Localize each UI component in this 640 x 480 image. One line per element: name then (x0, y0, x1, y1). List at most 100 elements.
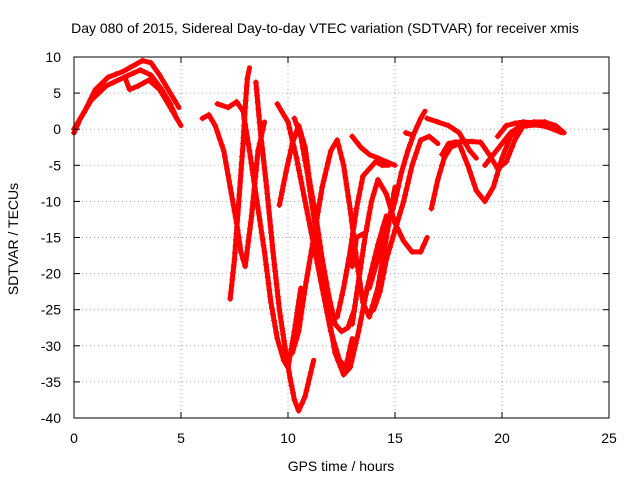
data-point (368, 277, 375, 284)
data-point (382, 262, 389, 269)
data-point (404, 180, 411, 187)
data-point (499, 140, 505, 147)
data-point (490, 184, 497, 190)
data-point (349, 352, 356, 359)
data-point (392, 198, 398, 205)
data-point (301, 151, 308, 158)
data-point (503, 135, 510, 142)
data-point (511, 137, 518, 143)
data-point (279, 189, 285, 195)
data-point (439, 151, 446, 158)
data-point (366, 210, 373, 217)
data-point (126, 86, 133, 93)
data-point (92, 86, 99, 93)
data-point (353, 290, 360, 297)
data-point (402, 192, 408, 199)
data-point (327, 147, 334, 154)
data-point (274, 335, 281, 342)
data-point (351, 346, 358, 353)
data-point (383, 256, 390, 263)
data-point (400, 198, 407, 205)
data-point (273, 281, 280, 287)
data-point (311, 228, 318, 235)
data-point (352, 340, 359, 347)
data-point (261, 248, 268, 255)
data-point (411, 156, 418, 162)
data-point (303, 387, 310, 394)
data-point (459, 147, 466, 154)
data-point (409, 248, 416, 255)
data-point (224, 165, 230, 172)
data-point (120, 68, 127, 75)
data-point (295, 407, 302, 414)
data-point (262, 255, 269, 262)
data-point (239, 147, 246, 154)
data-point (385, 250, 392, 257)
data-point (253, 160, 260, 167)
series-pass-14 (349, 231, 366, 270)
data-point (314, 244, 321, 251)
data-point (285, 119, 291, 125)
data-point (212, 122, 219, 129)
data-point (355, 328, 362, 335)
data-point (279, 325, 286, 332)
y-tick-label: -5 (49, 157, 62, 173)
data-point (342, 174, 349, 181)
data-point (260, 158, 267, 165)
data-point (236, 185, 243, 192)
data-point (284, 162, 291, 169)
data-point (377, 288, 383, 295)
data-point (329, 338, 336, 344)
data-point (275, 300, 282, 307)
data-point (350, 224, 357, 231)
data-point (413, 149, 420, 156)
chart-title: Day 080 of 2015, Sidereal Day-to-day VTE… (71, 20, 579, 36)
data-point (232, 243, 239, 250)
data-point (304, 169, 311, 176)
data-point (306, 181, 313, 188)
data-point (258, 139, 265, 145)
data-point (366, 285, 373, 291)
data-point (254, 154, 261, 161)
data-point (339, 156, 345, 162)
data-point (241, 110, 248, 117)
data-point (156, 72, 163, 79)
data-point (165, 100, 172, 107)
data-point (257, 223, 264, 230)
data-point (345, 193, 352, 200)
data-point (227, 295, 234, 302)
data-point (270, 311, 276, 318)
data-point (327, 326, 334, 332)
data-point (357, 265, 364, 272)
data-point (126, 64, 133, 71)
data-point (209, 117, 215, 124)
data-point (255, 147, 261, 154)
data-point (253, 86, 260, 92)
data-point (504, 140, 511, 147)
data-point (319, 184, 326, 190)
data-point (323, 165, 330, 172)
data-point (214, 128, 221, 135)
data-point (303, 278, 310, 285)
data-point (389, 205, 396, 212)
data-point (358, 316, 365, 322)
data-point (160, 78, 167, 85)
data-point (339, 292, 345, 299)
data-point (351, 308, 357, 315)
data-point (267, 293, 274, 300)
data-point (342, 273, 349, 279)
data-point (145, 77, 152, 84)
data-point (272, 323, 279, 330)
data-point (364, 222, 371, 229)
data-point (397, 210, 404, 216)
y-tick-label: -35 (41, 374, 61, 390)
data-point (357, 186, 364, 193)
data-point (238, 166, 245, 173)
data-point (353, 205, 360, 212)
y-tick-label: -40 (41, 410, 61, 426)
data-point (307, 253, 314, 260)
data-point (451, 139, 458, 146)
data-point (228, 282, 235, 289)
data-point (216, 135, 223, 142)
y-tick-label: -30 (41, 338, 61, 354)
